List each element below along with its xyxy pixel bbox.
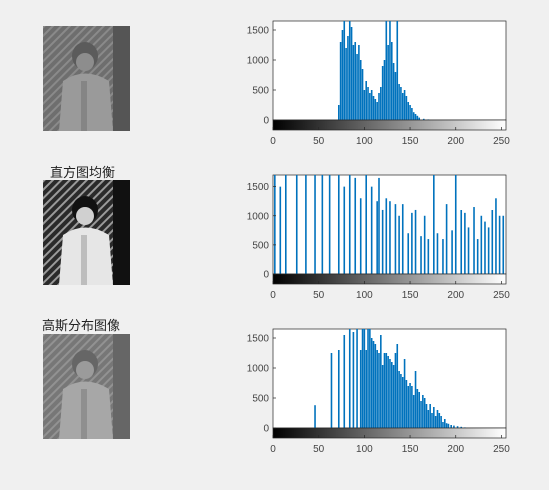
x-tick-label: 200 [447,290,464,301]
x-tick-label: 0 [270,290,276,301]
plot-area [272,20,507,121]
x-tick-label: 150 [402,290,419,301]
grayscale-colorbar [272,119,507,131]
gaussian-title: 高斯分布图像 [42,319,121,334]
x-tick-label: 0 [270,136,276,147]
y-tick-label: 1000 [247,364,270,375]
y-tick-label: 500 [252,86,269,97]
plot-area [272,174,507,275]
grayscale-colorbar [272,273,507,285]
x-tick-label: 100 [356,136,373,147]
x-tick-label: 150 [402,444,419,455]
y-tick-label: 1500 [247,182,270,193]
x-tick-label: 150 [402,136,419,147]
y-tick-label: 1500 [247,26,270,37]
y-tick-label: 1000 [247,211,270,222]
x-tick-label: 50 [313,444,325,455]
y-tick-label: 0 [263,424,269,435]
x-tick-label: 100 [356,444,373,455]
y-tick-label: 1500 [247,334,270,345]
y-tick-label: 0 [263,116,269,127]
x-tick-label: 100 [356,290,373,301]
plot-area [272,328,507,429]
x-tick-label: 200 [447,444,464,455]
gaussian-image-thumbnail [43,334,130,439]
equalized-image-thumbnail [43,180,130,285]
x-tick-label: 250 [493,444,510,455]
x-tick-label: 250 [493,290,510,301]
x-tick-label: 0 [270,444,276,455]
x-tick-label: 50 [313,290,325,301]
y-tick-label: 500 [252,240,269,251]
grayscale-colorbar [272,427,507,439]
x-tick-label: 250 [493,136,510,147]
x-tick-label: 200 [447,136,464,147]
equalized-title: 直方图均衡 [50,166,116,181]
x-tick-label: 50 [313,136,325,147]
original-image-thumbnail [43,26,130,131]
y-tick-label: 1000 [247,56,270,67]
y-tick-label: 0 [263,270,269,281]
y-tick-label: 500 [252,394,269,405]
